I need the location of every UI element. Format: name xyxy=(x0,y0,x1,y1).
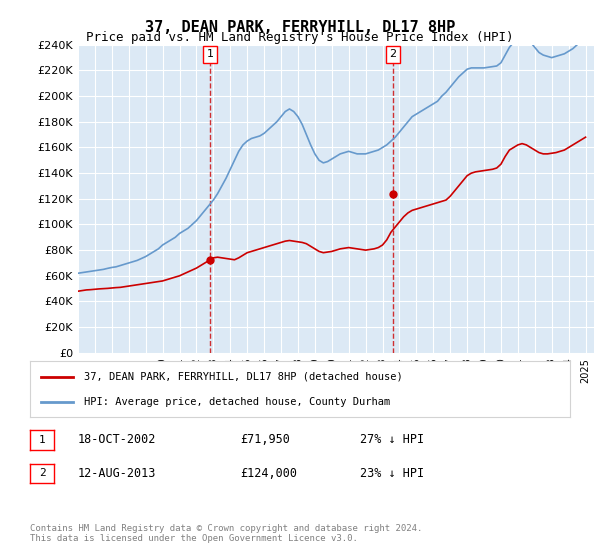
Text: 2: 2 xyxy=(38,469,46,478)
Text: £71,950: £71,950 xyxy=(240,433,290,446)
Text: 37, DEAN PARK, FERRYHILL, DL17 8HP (detached house): 37, DEAN PARK, FERRYHILL, DL17 8HP (deta… xyxy=(84,372,403,382)
Text: 23% ↓ HPI: 23% ↓ HPI xyxy=(360,466,424,480)
Text: 1: 1 xyxy=(206,49,214,59)
Text: 1: 1 xyxy=(38,435,46,445)
Text: HPI: Average price, detached house, County Durham: HPI: Average price, detached house, Coun… xyxy=(84,396,390,407)
Text: Price paid vs. HM Land Registry's House Price Index (HPI): Price paid vs. HM Land Registry's House … xyxy=(86,31,514,44)
Text: 2: 2 xyxy=(389,49,396,59)
Text: Contains HM Land Registry data © Crown copyright and database right 2024.
This d: Contains HM Land Registry data © Crown c… xyxy=(30,524,422,543)
Text: 18-OCT-2002: 18-OCT-2002 xyxy=(78,433,157,446)
Text: 27% ↓ HPI: 27% ↓ HPI xyxy=(360,433,424,446)
Text: 37, DEAN PARK, FERRYHILL, DL17 8HP: 37, DEAN PARK, FERRYHILL, DL17 8HP xyxy=(145,20,455,35)
Text: £124,000: £124,000 xyxy=(240,466,297,480)
Text: 12-AUG-2013: 12-AUG-2013 xyxy=(78,466,157,480)
